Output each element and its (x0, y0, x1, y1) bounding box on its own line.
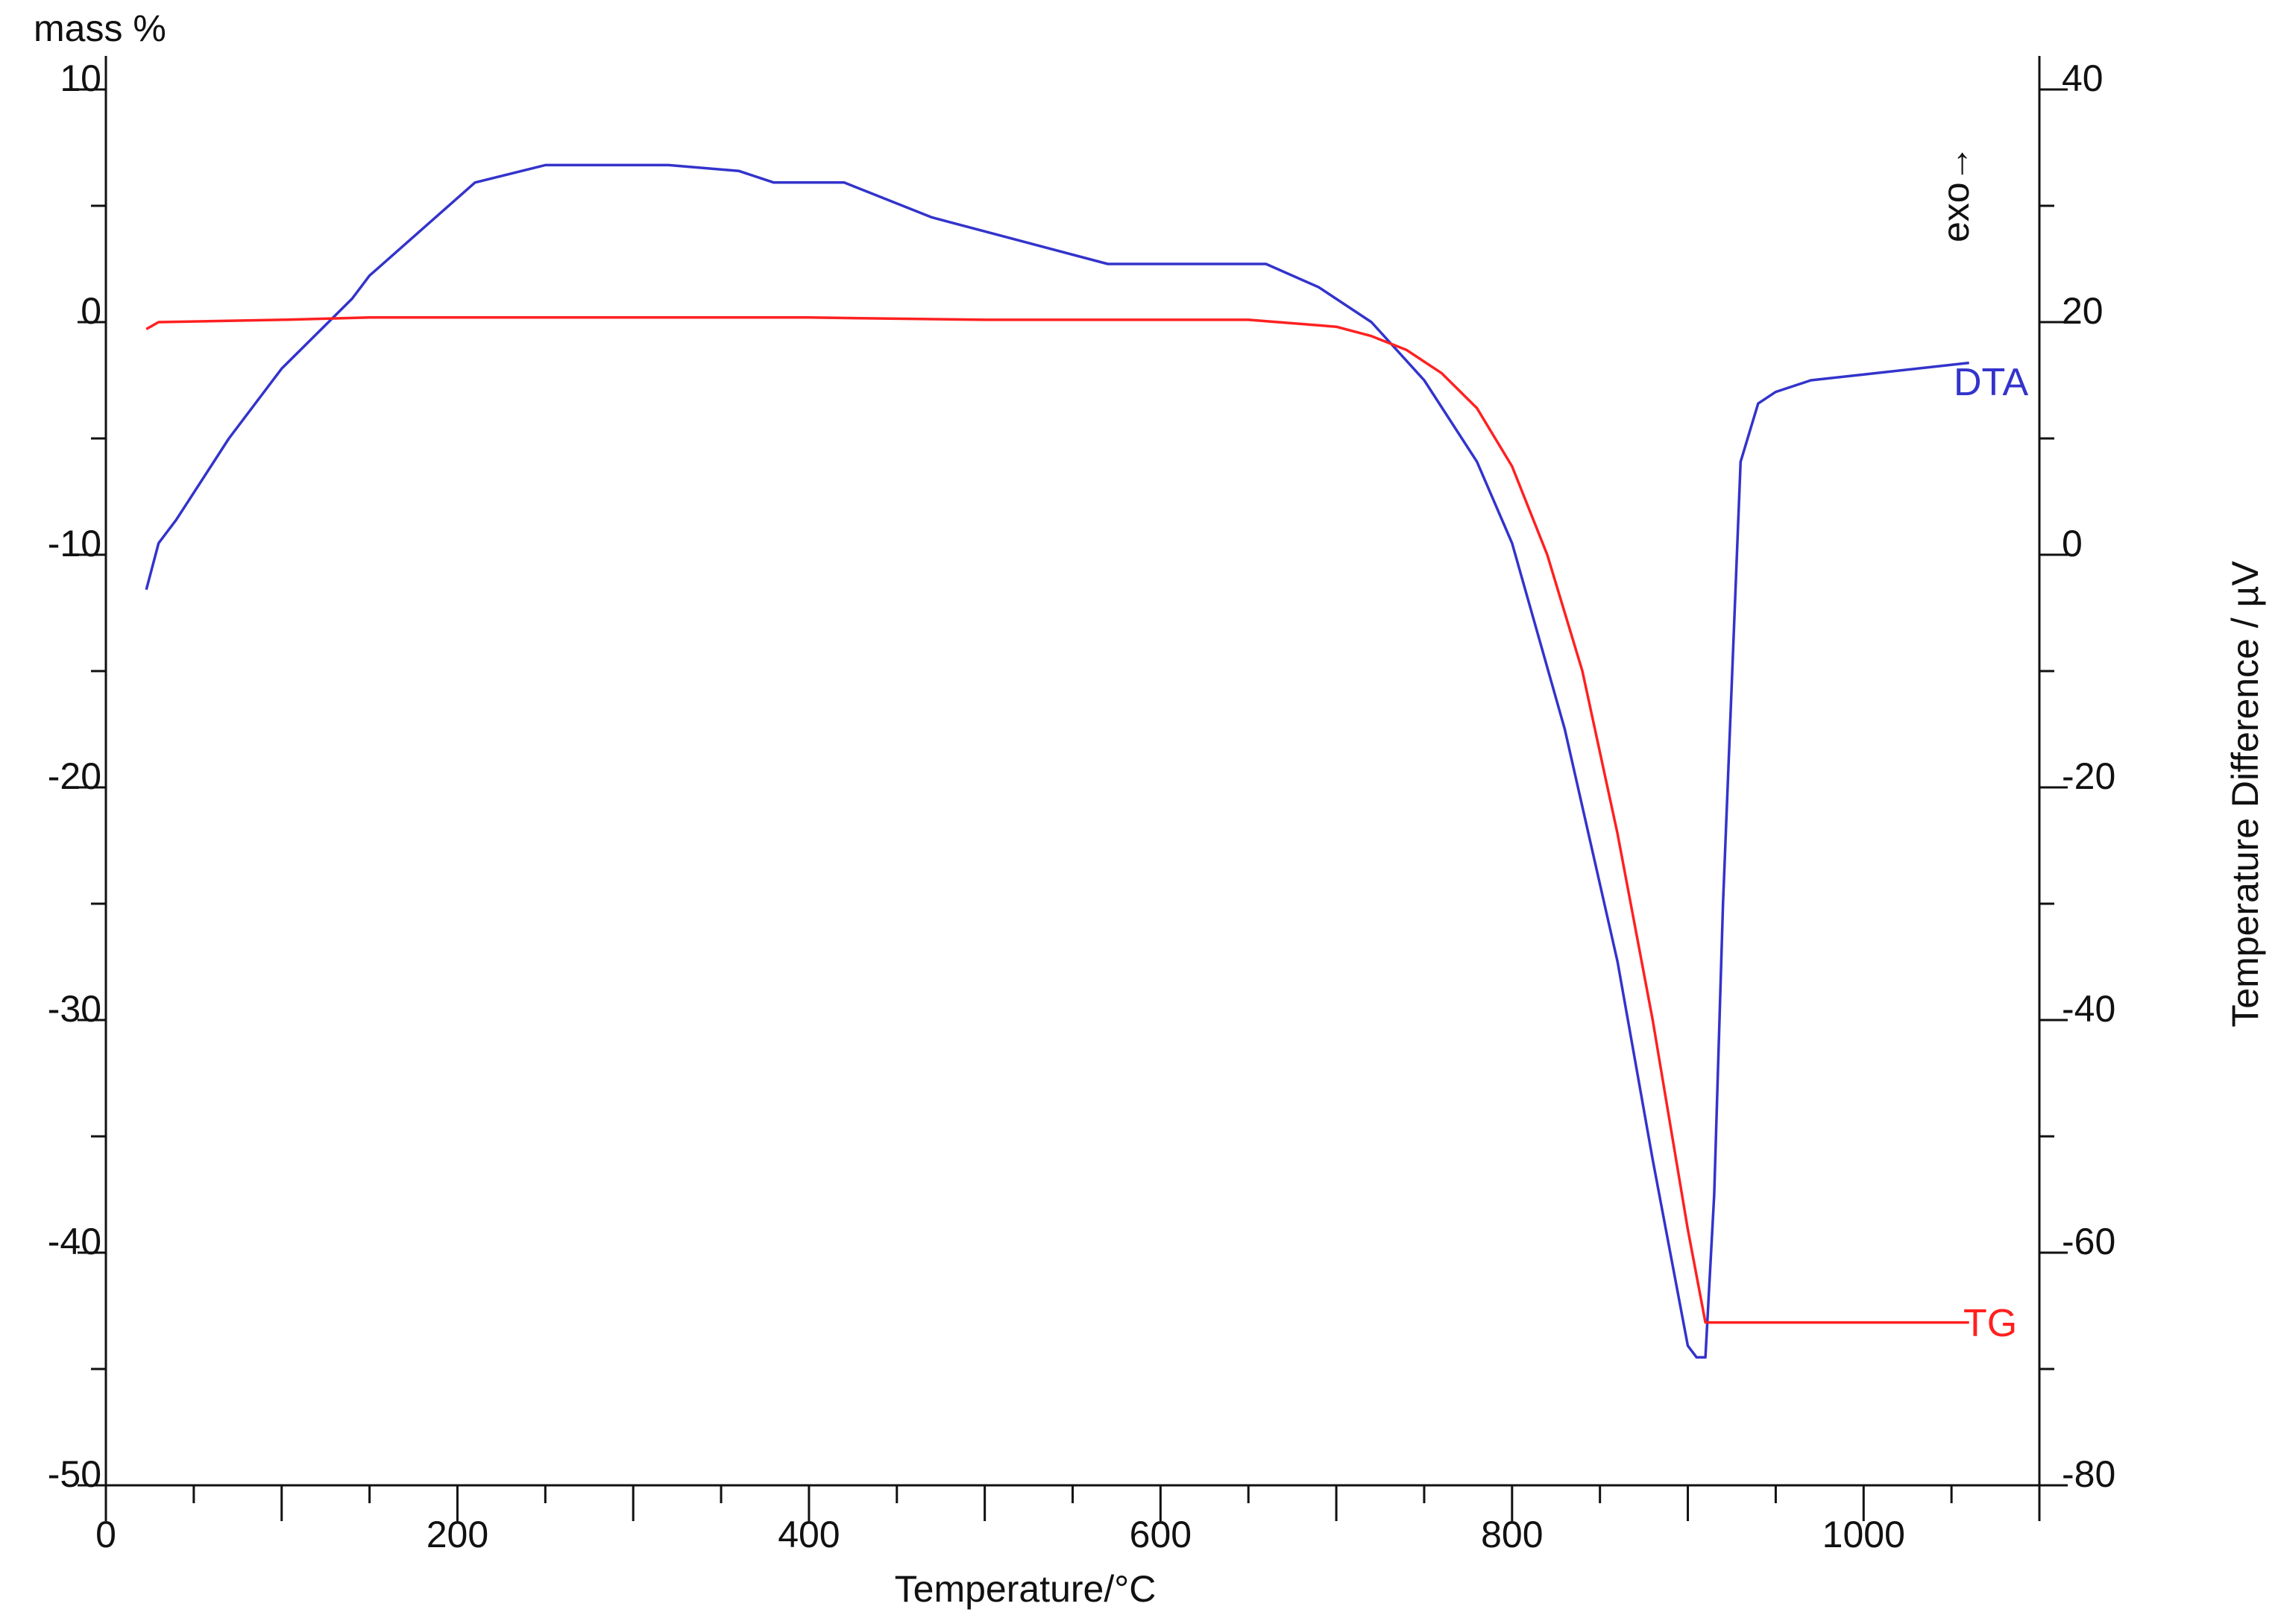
y-left-tick-label: 10 (60, 57, 101, 99)
y-left-tick-label: -30 (48, 988, 101, 1030)
series-layer (145, 163, 1969, 1359)
y-right-tick-label: -60 (2062, 1221, 2115, 1262)
y-left-axis-title: mass % (34, 7, 166, 49)
y-right-axis-title: Temperature Difference / µV (2224, 561, 2266, 1027)
x-tick-label: 0 (95, 1514, 116, 1555)
x-axis-title: Temperature/°C (895, 1568, 1157, 1610)
y-right-tick-label: 0 (2062, 523, 2083, 564)
x-tick-label: 600 (1130, 1514, 1192, 1555)
y-left-tick-label: 0 (81, 290, 101, 332)
y-left-tick-label: -10 (48, 523, 101, 564)
series-line-tg (145, 316, 1969, 1324)
y-left-tick-label: -40 (48, 1221, 101, 1262)
series-label-tg: TG (1963, 1302, 2017, 1345)
x-tick-label: 400 (778, 1514, 840, 1555)
x-tick-label: 800 (1481, 1514, 1543, 1555)
y-right-tick-label: -20 (2062, 755, 2115, 797)
y-left-tick-label: -20 (48, 755, 101, 797)
x-tick-label: 200 (427, 1514, 488, 1555)
series-line-dta (145, 163, 1969, 1359)
y-left-tick-label: -50 (48, 1453, 101, 1495)
y-right-tick-label: 40 (2062, 57, 2104, 99)
exo-annotation: exo→ (1935, 145, 1977, 242)
y-right-tick-label: -40 (2062, 988, 2115, 1030)
y-right-tick-label: 20 (2062, 290, 2104, 332)
series-label-dta: DTA (1954, 361, 2028, 404)
x-tick-label: 1000 (1822, 1514, 1905, 1555)
y-right-tick-label: -80 (2062, 1453, 2115, 1495)
